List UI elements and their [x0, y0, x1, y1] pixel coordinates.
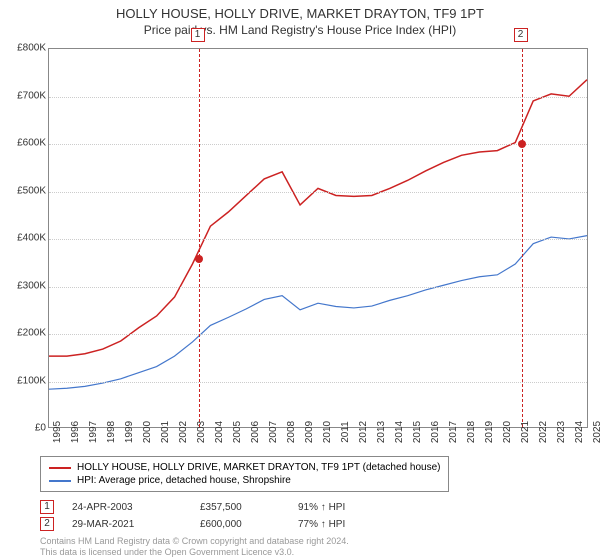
x-axis-tick-label: 2004: [214, 421, 225, 443]
x-axis-tick-label: 2014: [394, 421, 405, 443]
chart-gridline: [49, 334, 587, 335]
y-axis-tick-label: £600K: [17, 138, 46, 149]
x-axis-tick-label: 2020: [502, 421, 513, 443]
legend-swatch: [49, 467, 71, 469]
footnote-line: Contains HM Land Registry data © Crown c…: [40, 536, 349, 547]
legend-label: HOLLY HOUSE, HOLLY DRIVE, MARKET DRAYTON…: [77, 462, 440, 473]
x-axis-tick-label: 2003: [196, 421, 207, 443]
chart-gridline: [49, 192, 587, 193]
x-axis-tick-label: 2013: [376, 421, 387, 443]
x-axis-tick-label: 2018: [466, 421, 477, 443]
legend-item: HPI: Average price, detached house, Shro…: [49, 474, 440, 487]
x-axis-tick-label: 1995: [52, 421, 63, 443]
x-axis-tick-label: 1998: [106, 421, 117, 443]
event-marker-box: 2: [514, 28, 528, 42]
x-axis-tick-label: 2022: [538, 421, 549, 443]
event-point: [195, 255, 203, 263]
event-vline: [199, 49, 200, 427]
footnote-line: This data is licensed under the Open Gov…: [40, 547, 349, 558]
y-axis-tick-label: £0: [35, 423, 46, 434]
event-pct: 77% ↑ HPI: [298, 519, 378, 530]
y-axis-tick-label: £100K: [17, 375, 46, 386]
x-axis-tick-label: 2019: [484, 421, 495, 443]
footnote: Contains HM Land Registry data © Crown c…: [40, 536, 349, 558]
series-line-hpi: [49, 236, 587, 390]
event-marker-box: 1: [40, 500, 54, 514]
y-axis-tick-label: £500K: [17, 185, 46, 196]
chart-title: HOLLY HOUSE, HOLLY DRIVE, MARKET DRAYTON…: [0, 6, 600, 21]
event-date: 29-MAR-2021: [72, 519, 182, 530]
x-axis-tick-label: 2000: [142, 421, 153, 443]
legend-swatch: [49, 480, 71, 482]
x-axis-tick-label: 2011: [340, 421, 351, 443]
chart-gridline: [49, 382, 587, 383]
y-axis-tick-label: £700K: [17, 90, 46, 101]
y-axis-tick-label: £800K: [17, 43, 46, 54]
event-row: 1 24-APR-2003 £357,500 91% ↑ HPI: [40, 500, 378, 514]
chart-title-block: HOLLY HOUSE, HOLLY DRIVE, MARKET DRAYTON…: [0, 0, 600, 37]
y-axis-tick-label: £300K: [17, 280, 46, 291]
x-axis-tick-label: 2023: [556, 421, 567, 443]
event-price: £600,000: [200, 519, 280, 530]
legend-item: HOLLY HOUSE, HOLLY DRIVE, MARKET DRAYTON…: [49, 461, 440, 474]
event-list: 1 24-APR-2003 £357,500 91% ↑ HPI 2 29-MA…: [40, 500, 378, 534]
x-axis-tick-label: 2005: [232, 421, 243, 443]
x-axis-tick-label: 2002: [178, 421, 189, 443]
x-axis-tick-label: 2025: [592, 421, 600, 443]
x-axis-tick-label: 2024: [574, 421, 585, 443]
chart-gridline: [49, 144, 587, 145]
event-point: [518, 140, 526, 148]
y-axis-tick-label: £200K: [17, 328, 46, 339]
event-date: 24-APR-2003: [72, 502, 182, 513]
y-axis-tick-label: £400K: [17, 233, 46, 244]
x-axis-tick-label: 2007: [268, 421, 279, 443]
series-line-subject: [49, 80, 587, 356]
chart-gridline: [49, 97, 587, 98]
x-axis-tick-label: 2009: [304, 421, 315, 443]
x-axis-tick-label: 2017: [448, 421, 459, 443]
event-marker-box: 1: [191, 28, 205, 42]
event-vline: [522, 49, 523, 427]
x-axis-tick-label: 2006: [250, 421, 261, 443]
chart-lines-svg: [49, 49, 587, 427]
event-marker-box: 2: [40, 517, 54, 531]
event-price: £357,500: [200, 502, 280, 513]
chart-subtitle: Price paid vs. HM Land Registry's House …: [0, 23, 600, 37]
x-axis-tick-label: 2012: [358, 421, 369, 443]
legend-label: HPI: Average price, detached house, Shro…: [77, 475, 291, 486]
chart-gridline: [49, 287, 587, 288]
x-axis-tick-label: 1996: [70, 421, 81, 443]
x-axis-tick-label: 2016: [430, 421, 441, 443]
x-axis-tick-label: 2021: [520, 421, 531, 443]
x-axis-tick-label: 1999: [124, 421, 135, 443]
x-axis-tick-label: 2015: [412, 421, 423, 443]
x-axis-tick-label: 1997: [88, 421, 99, 443]
event-row: 2 29-MAR-2021 £600,000 77% ↑ HPI: [40, 517, 378, 531]
chart-plot-area: [48, 48, 588, 428]
x-axis-tick-label: 2010: [322, 421, 333, 443]
x-axis-tick-label: 2008: [286, 421, 297, 443]
event-pct: 91% ↑ HPI: [298, 502, 378, 513]
chart-legend: HOLLY HOUSE, HOLLY DRIVE, MARKET DRAYTON…: [40, 456, 449, 492]
x-axis-tick-label: 2001: [160, 421, 171, 443]
chart-gridline: [49, 239, 587, 240]
